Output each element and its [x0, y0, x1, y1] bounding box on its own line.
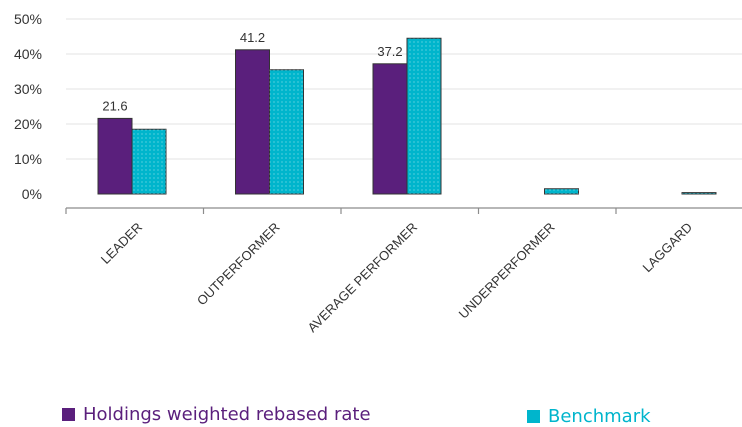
- bar-holdings: [372, 63, 408, 195]
- bar-texture: [682, 192, 716, 194]
- y-tick-label: 50%: [14, 11, 42, 27]
- x-tick-label: UNDERPERFORMER: [456, 220, 558, 322]
- legend-label-holdings: Holdings weighted rebased rate: [83, 404, 371, 425]
- y-axis-tick-labels: 0% 10% 20% 30% 40% 50%: [14, 11, 42, 202]
- x-tick-label: OUTPERFORMER: [194, 220, 283, 309]
- y-tick-label: 20%: [14, 116, 42, 132]
- x-tick-label: LEADER: [98, 220, 145, 267]
- x-tick-label: AVERAGE PERFORMER: [304, 220, 420, 336]
- data-label: 41.2: [240, 30, 265, 45]
- bar-texture: [269, 69, 304, 194]
- y-tick-label: 40%: [14, 46, 42, 62]
- data-labels: 21.6 41.2 37.2: [102, 30, 402, 114]
- legend-item-holdings: Holdings weighted rebased rate: [62, 404, 371, 425]
- x-axis: [65, 207, 742, 214]
- data-label: 37.2: [377, 44, 402, 59]
- legend-label-benchmark: Benchmark: [548, 406, 651, 427]
- bar-texture: [132, 129, 166, 194]
- bar-texture: [544, 188, 579, 194]
- y-tick-label: 0%: [22, 186, 42, 202]
- x-tick-label: LAGGARD: [640, 220, 696, 276]
- legend-swatch-holdings: [62, 408, 75, 421]
- data-label: 21.6: [102, 98, 127, 113]
- legend-item-benchmark: Benchmark: [527, 406, 651, 427]
- legend-swatch-benchmark: [527, 410, 540, 423]
- bar-texture: [407, 38, 441, 194]
- bars: [97, 37, 717, 195]
- bar-holdings: [97, 117, 133, 195]
- x-axis-tick-labels: LEADER OUTPERFORMER AVERAGE PERFORMER UNDER…: [98, 220, 695, 336]
- bar-holdings: [235, 49, 270, 195]
- y-tick-label: 10%: [14, 151, 42, 167]
- y-tick-label: 30%: [14, 81, 42, 97]
